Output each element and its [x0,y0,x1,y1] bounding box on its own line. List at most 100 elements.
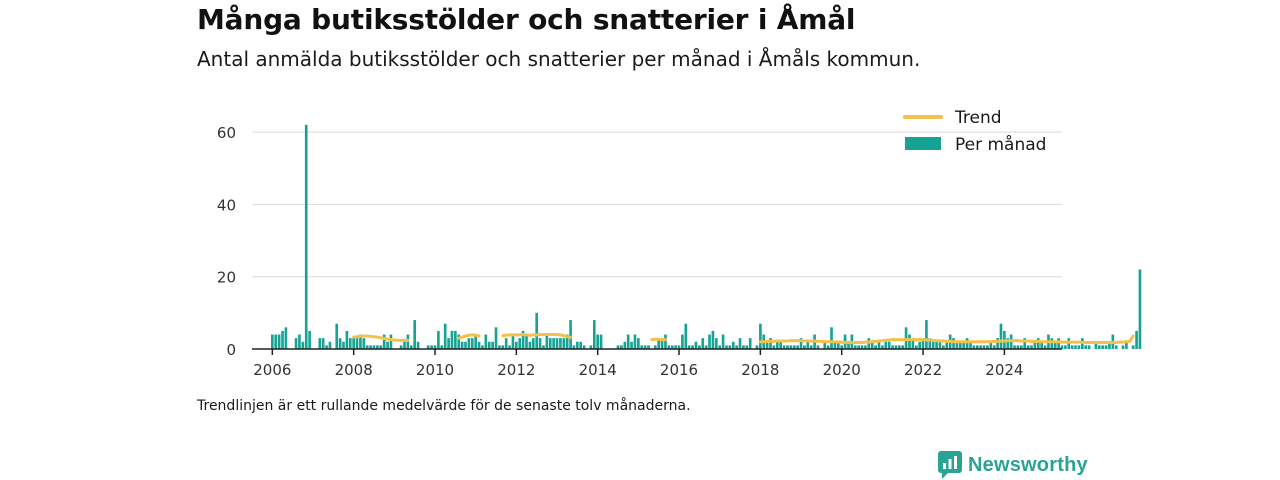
bar [1013,345,1016,349]
bar [348,338,352,349]
bar [498,345,501,349]
bar [914,345,918,349]
bar [935,341,938,349]
bar [369,345,372,349]
bar [657,338,661,349]
bar [501,345,505,349]
bar [301,341,305,349]
bar [328,341,332,349]
bar [616,345,620,349]
bar [1104,345,1108,349]
bar [772,345,776,349]
bar [403,341,406,349]
bar [430,345,433,349]
bar [562,338,566,349]
bar [582,345,586,349]
bar [911,338,915,349]
bar [1043,345,1047,349]
bar [721,334,725,349]
bar [1030,345,1033,349]
bar [945,341,949,349]
x-tick-label: 2012 [497,361,535,379]
bar [803,345,806,349]
x-tick-label: 2008 [335,361,373,379]
bar [782,345,786,349]
bar [925,320,928,349]
bar [433,345,437,349]
bar [1036,338,1040,349]
bar [664,334,667,349]
x-tick-label: 2010 [416,361,454,379]
bar [362,338,366,349]
bar [972,345,976,349]
bar [352,338,355,349]
bar [470,338,474,349]
bar [491,341,494,349]
bar [640,345,644,349]
bar [528,341,532,349]
bar [1094,341,1098,349]
bar [535,312,538,349]
bar [515,341,518,349]
bar [918,341,921,349]
bar [864,345,867,349]
x-tick-label: 2018 [741,361,779,379]
bar [938,341,942,349]
bar [589,345,593,349]
bar [691,345,694,349]
trend-line-segment [457,333,481,340]
bar [494,327,498,349]
bar [1070,345,1074,349]
bar [769,338,772,349]
bar [1121,345,1125,349]
bar [816,345,820,349]
bar [806,341,810,349]
brand-name: Newsworthy [968,453,1088,476]
bar [928,338,932,349]
bar [399,345,403,349]
bar [386,341,389,349]
bar [308,330,311,349]
x-tick-label: 2020 [823,361,861,379]
bar [504,338,508,349]
bar [365,345,369,349]
bar [559,338,562,349]
bar [548,338,552,349]
bar [454,330,457,349]
bar [684,323,688,349]
trend-line-segment [758,334,1135,344]
bar [531,338,535,349]
trend-line-segment [352,334,410,342]
bar [714,338,718,349]
bar [450,330,454,349]
bar [1114,345,1118,349]
bar [1074,345,1077,349]
bar [1053,341,1057,349]
bar [1084,345,1088,349]
bar [992,345,996,349]
bar [555,338,559,349]
legend: Trend Per månad [903,108,1046,155]
bar [931,341,935,349]
bar [775,341,779,349]
trend-line-segment [501,333,573,339]
axes: 0 20 40 60 2006 2008 2010 2012 2014 2016 2018 2020 2… [217,124,1062,379]
bar [345,330,349,349]
bar [1023,338,1027,349]
bar [742,345,745,349]
bar [996,338,999,349]
bar [735,345,738,349]
bar [908,334,911,349]
bar [823,341,827,349]
bar [799,338,803,349]
bar [745,345,749,349]
bar [687,345,691,349]
bar [342,341,345,349]
bar [457,334,461,349]
x-tick-label: 2024 [985,361,1023,379]
y-tick-label: 60 [217,124,236,142]
bar [1057,338,1060,349]
legend-bar-swatch [905,137,941,150]
bar [623,341,627,349]
